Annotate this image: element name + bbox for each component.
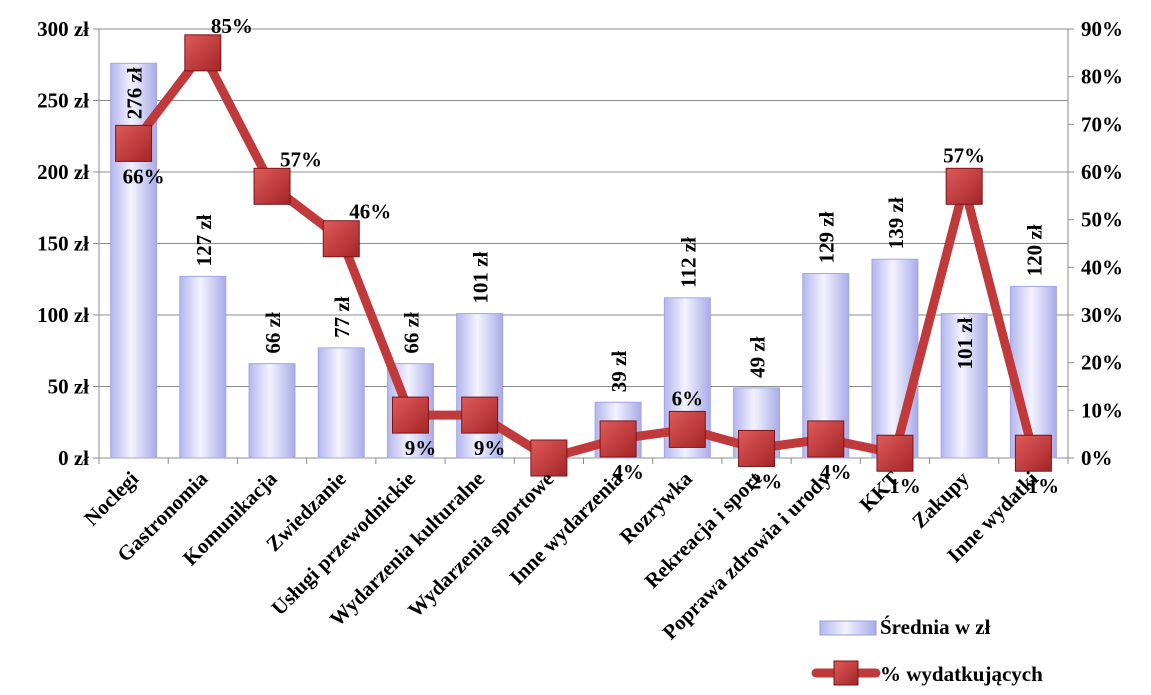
bar bbox=[871, 258, 919, 459]
bar-value-label: 139 zł bbox=[884, 197, 908, 249]
y-right-tick-label: 50% bbox=[1081, 208, 1123, 232]
bar-value-label: 112 zł bbox=[676, 237, 700, 288]
y-right-tick-label: 30% bbox=[1081, 303, 1123, 327]
y-left-tick-label: 250 zł bbox=[37, 89, 89, 113]
line-marker bbox=[322, 220, 360, 258]
line-marker bbox=[945, 167, 983, 205]
legend-line-marker bbox=[833, 660, 859, 686]
bar-value-label: 276 zł bbox=[123, 67, 147, 119]
line-value-label: 6% bbox=[672, 386, 704, 410]
y-right-tick-label: 80% bbox=[1081, 65, 1123, 89]
line-marker bbox=[668, 410, 706, 448]
line-value-label: 9% bbox=[474, 436, 506, 460]
bar-value-label: 49 zł bbox=[746, 336, 770, 378]
line-marker bbox=[599, 420, 637, 458]
line-value-label: 1% bbox=[1028, 474, 1060, 498]
line-value-label: 57% bbox=[280, 147, 322, 171]
bar bbox=[317, 347, 365, 459]
bar-value-label: 101 zł bbox=[953, 317, 977, 369]
y-right-tick-label: 10% bbox=[1081, 398, 1123, 422]
y-left-tick-label: 150 zł bbox=[37, 232, 89, 256]
y-right-tick-label: 90% bbox=[1081, 17, 1123, 41]
line-value-label: 2% bbox=[751, 469, 783, 493]
line-value-label: 46% bbox=[349, 200, 391, 224]
legend-bar-label: Średnia w zł bbox=[880, 615, 991, 639]
line-marker bbox=[461, 396, 499, 434]
y-left-tick-label: 300 zł bbox=[37, 17, 89, 41]
legend-bar-swatch bbox=[819, 620, 877, 636]
line-marker bbox=[391, 396, 429, 434]
line-value-label: 1% bbox=[889, 474, 921, 498]
y-left-tick-label: 100 zł bbox=[37, 303, 89, 327]
legend-line-label: % wydatkujących bbox=[880, 662, 1043, 686]
line-value-label: 4% bbox=[612, 460, 644, 484]
line-value-label: 66% bbox=[123, 164, 165, 188]
line-value-label: 9% bbox=[405, 436, 437, 460]
bar-value-label: 77 zł bbox=[330, 296, 354, 338]
bar-value-label: 101 zł bbox=[469, 251, 493, 303]
bar bbox=[1009, 285, 1057, 459]
line-value-label: 4% bbox=[820, 460, 852, 484]
line-value-label: 57% bbox=[943, 143, 985, 167]
bar-value-label: 120 zł bbox=[1022, 224, 1046, 276]
line-marker bbox=[184, 34, 222, 72]
y-left-tick-label: 200 zł bbox=[37, 160, 89, 184]
line-marker bbox=[876, 434, 914, 472]
y-left-tick-label: 0 zł bbox=[58, 446, 89, 470]
line-marker bbox=[115, 124, 153, 162]
bar bbox=[456, 313, 504, 459]
bar-value-label: 66 zł bbox=[399, 312, 423, 354]
y-right-tick-label: 60% bbox=[1081, 160, 1123, 184]
bar bbox=[179, 275, 227, 459]
bar bbox=[248, 363, 296, 459]
bar-value-label: 39 zł bbox=[607, 351, 631, 393]
y-right-tick-label: 40% bbox=[1081, 255, 1123, 279]
y-right-tick-label: 70% bbox=[1081, 112, 1123, 136]
bars bbox=[110, 62, 1057, 459]
data-labels: 276 zł 127 zł 66 zł 77 zł 66 zł 101 zł 39 zł 11… bbox=[123, 14, 1060, 498]
category-label: Noclegi bbox=[79, 466, 143, 530]
bar bbox=[940, 313, 988, 459]
bar-value-label: 127 zł bbox=[192, 214, 216, 266]
y-right-tick-label: 0% bbox=[1081, 446, 1113, 470]
bar-value-label: 66 zł bbox=[261, 312, 285, 354]
y-left-tick-label: 50 zł bbox=[48, 375, 90, 399]
line-marker bbox=[738, 429, 776, 467]
line-value-label: 85% bbox=[211, 14, 253, 38]
bar-value-label: 129 zł bbox=[815, 211, 839, 263]
line-marker bbox=[807, 420, 845, 458]
line-marker bbox=[1014, 434, 1052, 472]
category-label: Rekreacja i sport bbox=[640, 467, 766, 593]
line-marker bbox=[253, 167, 291, 205]
line-series bbox=[115, 34, 1052, 477]
legend: Średnia w zł % wydatkujących bbox=[811, 615, 1043, 686]
y-right-tick-label: 20% bbox=[1081, 351, 1123, 375]
line-marker bbox=[530, 439, 568, 477]
